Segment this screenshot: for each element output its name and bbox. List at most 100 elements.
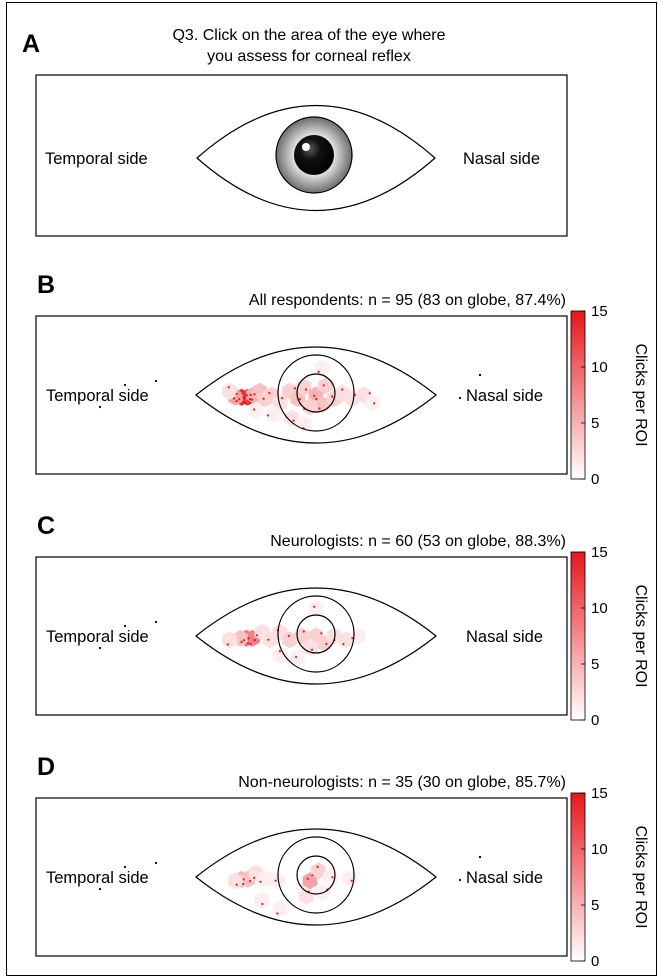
nasal-label: Nasal side [466,869,543,887]
roi-cell [248,401,264,419]
click-dot [227,386,230,389]
colorbar-label: Clicks per ROI [632,584,649,687]
off-globe-dot [458,878,462,882]
click-dot [268,391,271,395]
panel-label: D [37,753,55,781]
off-globe-dot [98,646,102,650]
click-dot [248,880,252,883]
panel-a-title-line2: you assess for corneal reflex [207,48,411,65]
roi-cell [284,409,300,427]
click-dot [245,394,248,397]
click-dot [240,641,243,644]
panel-title: Neurologists: n = 60 (53 on globe, 88.3%… [270,533,566,550]
click-dot [313,605,316,608]
off-globe-dot [98,405,102,409]
colorbar-tick-label: 10 [591,841,608,858]
colorbar [570,310,586,480]
panel-a: A Q3. Click on the area of the eye where… [22,27,568,237]
colorbar-tick-label: 0 [591,471,599,488]
click-dot [226,643,229,646]
click-dot [242,882,245,886]
panel-title: Non-neurologists: n = 35 (30 on globe, 8… [238,774,566,791]
colorbar-tick-label: 5 [591,897,599,914]
click-dot [316,865,319,869]
click-dot [292,419,295,422]
iris-ring [277,836,355,914]
click-dot [247,637,250,640]
click-dot [232,397,236,400]
click-dot [373,402,376,405]
click-dot [242,639,246,642]
off-globe-dot [123,624,127,628]
roi-cell [314,883,330,901]
roi-cell [272,646,288,664]
figure-frame [6,2,657,976]
off-globe-dot [98,887,102,891]
click-dot [315,397,318,401]
roi-cell [222,382,237,400]
roi-cell [272,394,288,412]
colorbar-tick-label: 10 [591,600,608,617]
panel-a-temporal-label: Temporal side [45,150,148,168]
click-dot [249,393,252,396]
click-dot [278,650,281,653]
roi-cell [338,631,354,649]
click-dot [261,902,264,906]
panel-a-nasal-label: Nasal side [463,150,540,168]
click-dot [250,398,253,401]
off-globe-dot [478,855,482,859]
pupil [294,135,334,175]
click-dot [351,637,354,640]
iris-ring [277,354,355,432]
nasal-label: Nasal side [466,628,543,646]
panel-label: C [37,512,55,540]
roi-cell [272,900,288,918]
click-dot [267,638,270,641]
temporal-label: Temporal side [46,869,149,887]
click-dot [350,879,353,882]
click-dot [304,388,308,391]
roi-cell [311,862,326,880]
roi-cell [299,887,314,905]
iris-ring [277,595,355,673]
click-dot [310,648,314,651]
click-dot [249,642,252,646]
click-dot [318,407,321,410]
colorbar-tick-label: 10 [591,359,608,376]
click-dot [242,396,245,399]
click-dot [244,401,247,405]
colorbar-tick-label: 15 [591,785,608,802]
click-dot [246,641,250,645]
roi-cell [222,631,237,649]
off-globe-dot [123,865,127,869]
roi-layer [222,600,366,666]
roi-cell [326,627,342,645]
click-dot [342,643,345,646]
click-dot [341,388,344,391]
click-dot [306,877,309,880]
colorbar-tick-label: 0 [591,953,599,970]
temporal-label: Temporal side [46,387,149,405]
click-dot [259,880,262,883]
roi-cell [314,395,330,413]
roi-cell [270,872,285,890]
nasal-label: Nasal side [466,387,543,405]
click-dot [262,397,265,400]
colorbar-tick-label: 5 [591,656,599,673]
colorbar [570,551,586,721]
off-globe-dot [458,396,462,400]
click-dot [313,394,316,397]
panel-label: B [37,271,55,299]
panel-a-title-line1: Q3. Click on the area of the eye where [172,27,445,44]
roi-cell [282,631,297,649]
click-dot [281,397,284,400]
temporal-label: Temporal side [46,628,149,646]
click-dot [267,414,270,417]
click-dot [253,639,256,642]
click-dot [276,912,279,915]
click-dot [287,634,290,638]
roi-cell [228,872,243,890]
click-dot [242,878,245,881]
roi-cell [254,891,270,909]
pupil-ring [296,373,336,413]
